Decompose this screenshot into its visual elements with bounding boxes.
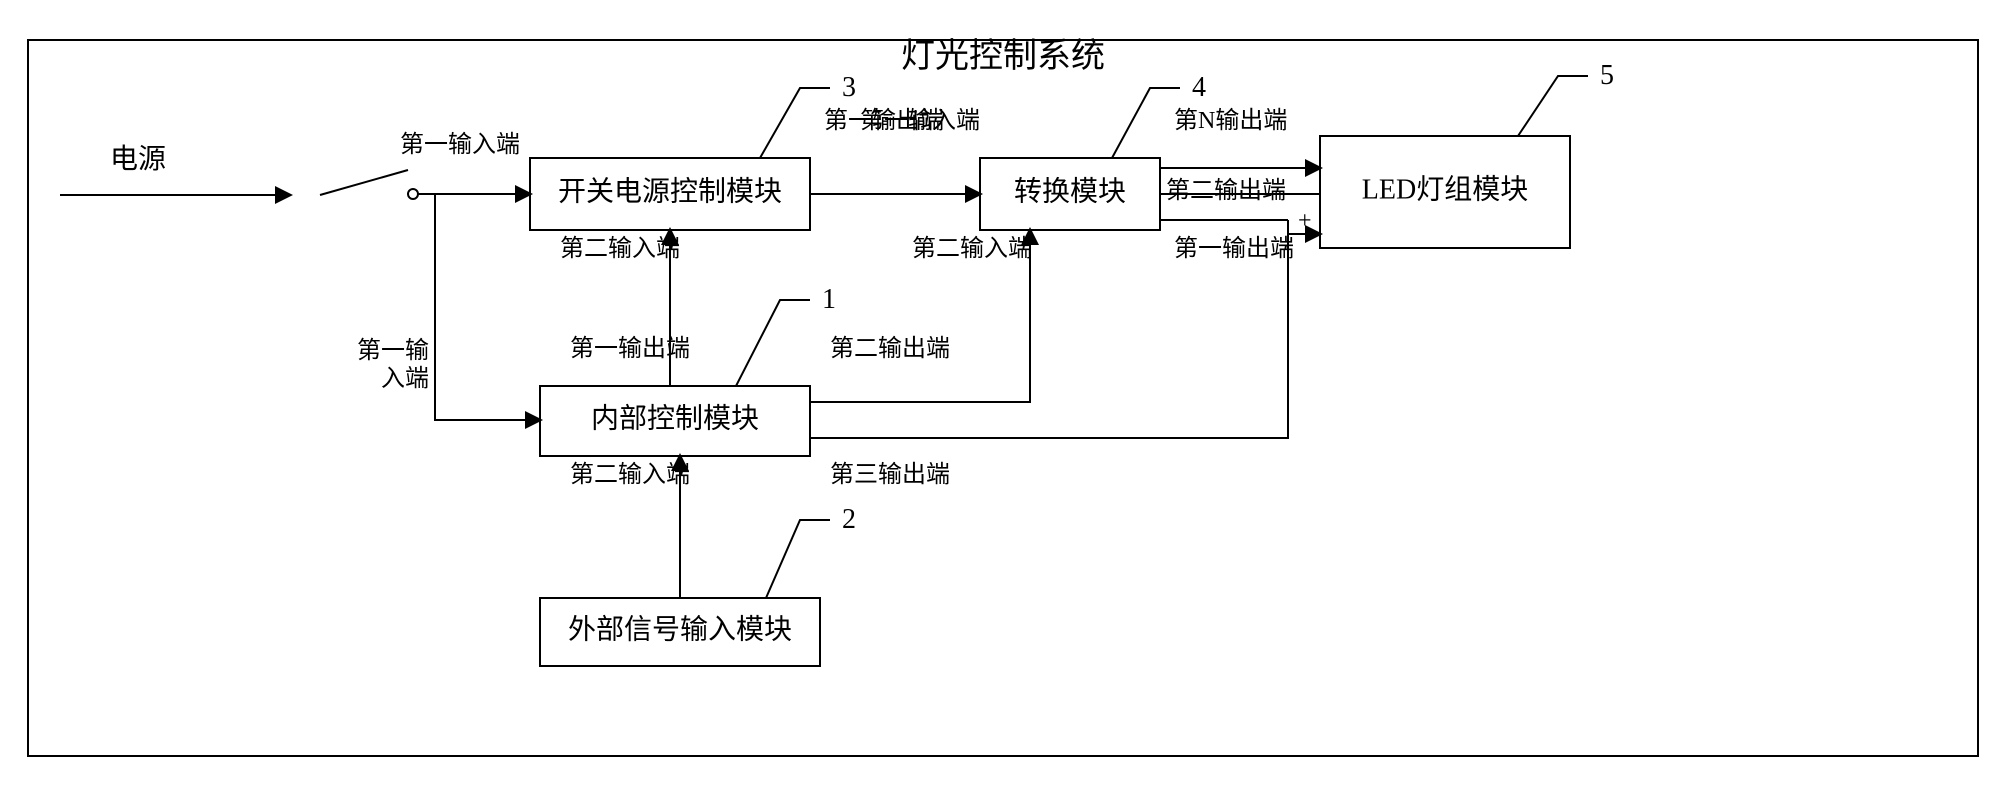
leader-tag: 1 [822,284,836,315]
switch-psu-label: 开关电源控制模块 [558,175,782,207]
leader-line [1112,88,1180,158]
int-in1-label-b: 入端 [381,365,429,392]
edge [320,170,408,195]
diagram-title: 灯光控制系统 [901,37,1105,75]
edge [435,194,540,420]
switch-psu-node: 开关电源控制模块 [530,158,810,230]
outer-frame [28,40,1978,756]
led-group-node: LED灯组模块 [1320,136,1570,248]
leader-tag: 4 [1192,72,1206,103]
power-source-label: 电源 [110,143,166,175]
leader-line [766,520,830,598]
int-in1-label-a: 第一输 [357,337,429,364]
external-input-label: 外部信号输入模块 [568,613,792,645]
leader-tag: 3 [842,72,856,103]
leader-tag: 5 [1600,60,1614,91]
led-group-label: LED灯组模块 [1362,173,1528,205]
int-in2-label: 第二输入端 [570,461,690,488]
leader-line [760,88,830,158]
conv-outN-label: 第N输出端 [1174,107,1287,134]
converter-label: 转换模块 [1014,175,1126,207]
internal-ctrl-label: 内部控制模块 [591,402,759,434]
plus-sign: + [1298,208,1312,234]
internal-ctrl-node: 内部控制模块 [540,386,810,456]
conv-in2-label: 第二输入端 [912,235,1032,262]
leader-tag: 2 [842,504,856,535]
int-out2-label: 第二输出端 [830,335,950,362]
int-out1-label: 第一输出端 [570,335,690,362]
conv-out2-label: 第二输出端 [1166,177,1286,204]
switch-node-circle [408,189,418,199]
psu-in1-label: 第一输入端 [400,131,520,158]
leader-line [736,300,810,386]
external-input-node: 外部信号输入模块 [540,598,820,666]
conv-in1-label: 第一输入端 [860,107,980,134]
leader-line [1518,76,1588,136]
edges-group [60,168,1320,598]
int-out3-label: 第三输出端 [830,461,950,488]
psu-in2-label: 第二输入端 [560,235,680,262]
conv-out1-label: 第一输出端 [1174,235,1294,262]
converter-node: 转换模块 [980,158,1160,230]
